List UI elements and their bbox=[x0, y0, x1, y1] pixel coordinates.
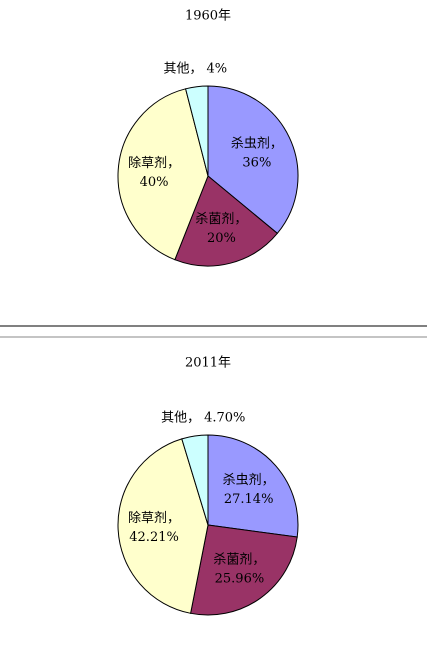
pie-slice bbox=[190, 524, 298, 616]
pie-slice bbox=[117, 88, 209, 261]
slice-label: 杀菌剂， bbox=[213, 552, 265, 567]
pie-slice bbox=[117, 438, 209, 614]
value-label: 42.21% bbox=[129, 530, 179, 545]
value-label: 4.70% bbox=[204, 411, 245, 426]
slice-label: 杀虫剂， bbox=[231, 137, 283, 152]
value-label: 20% bbox=[207, 231, 236, 246]
value-label: 36% bbox=[242, 156, 271, 171]
value-label: 27.14% bbox=[224, 492, 274, 507]
slice-label: 除草剂， bbox=[128, 156, 180, 171]
chart-title: 1960年 bbox=[185, 9, 231, 24]
slice-label: 杀虫剂， bbox=[223, 473, 275, 488]
slice-label: 其他， bbox=[161, 411, 200, 426]
pie-slice bbox=[185, 85, 209, 177]
value-label: 40% bbox=[140, 175, 169, 190]
slice-label: 杀菌剂， bbox=[195, 212, 247, 227]
chart-title: 2011年 bbox=[185, 356, 231, 371]
value-label: 25.96% bbox=[215, 571, 265, 586]
pie-slice bbox=[207, 434, 299, 538]
pie-slice bbox=[207, 85, 299, 235]
pie-slice bbox=[181, 434, 209, 526]
value-label: 4% bbox=[206, 61, 227, 76]
pie-slice bbox=[174, 175, 279, 267]
slice-label: 除草剂， bbox=[128, 511, 180, 526]
slice-label: 其他， bbox=[163, 61, 202, 76]
